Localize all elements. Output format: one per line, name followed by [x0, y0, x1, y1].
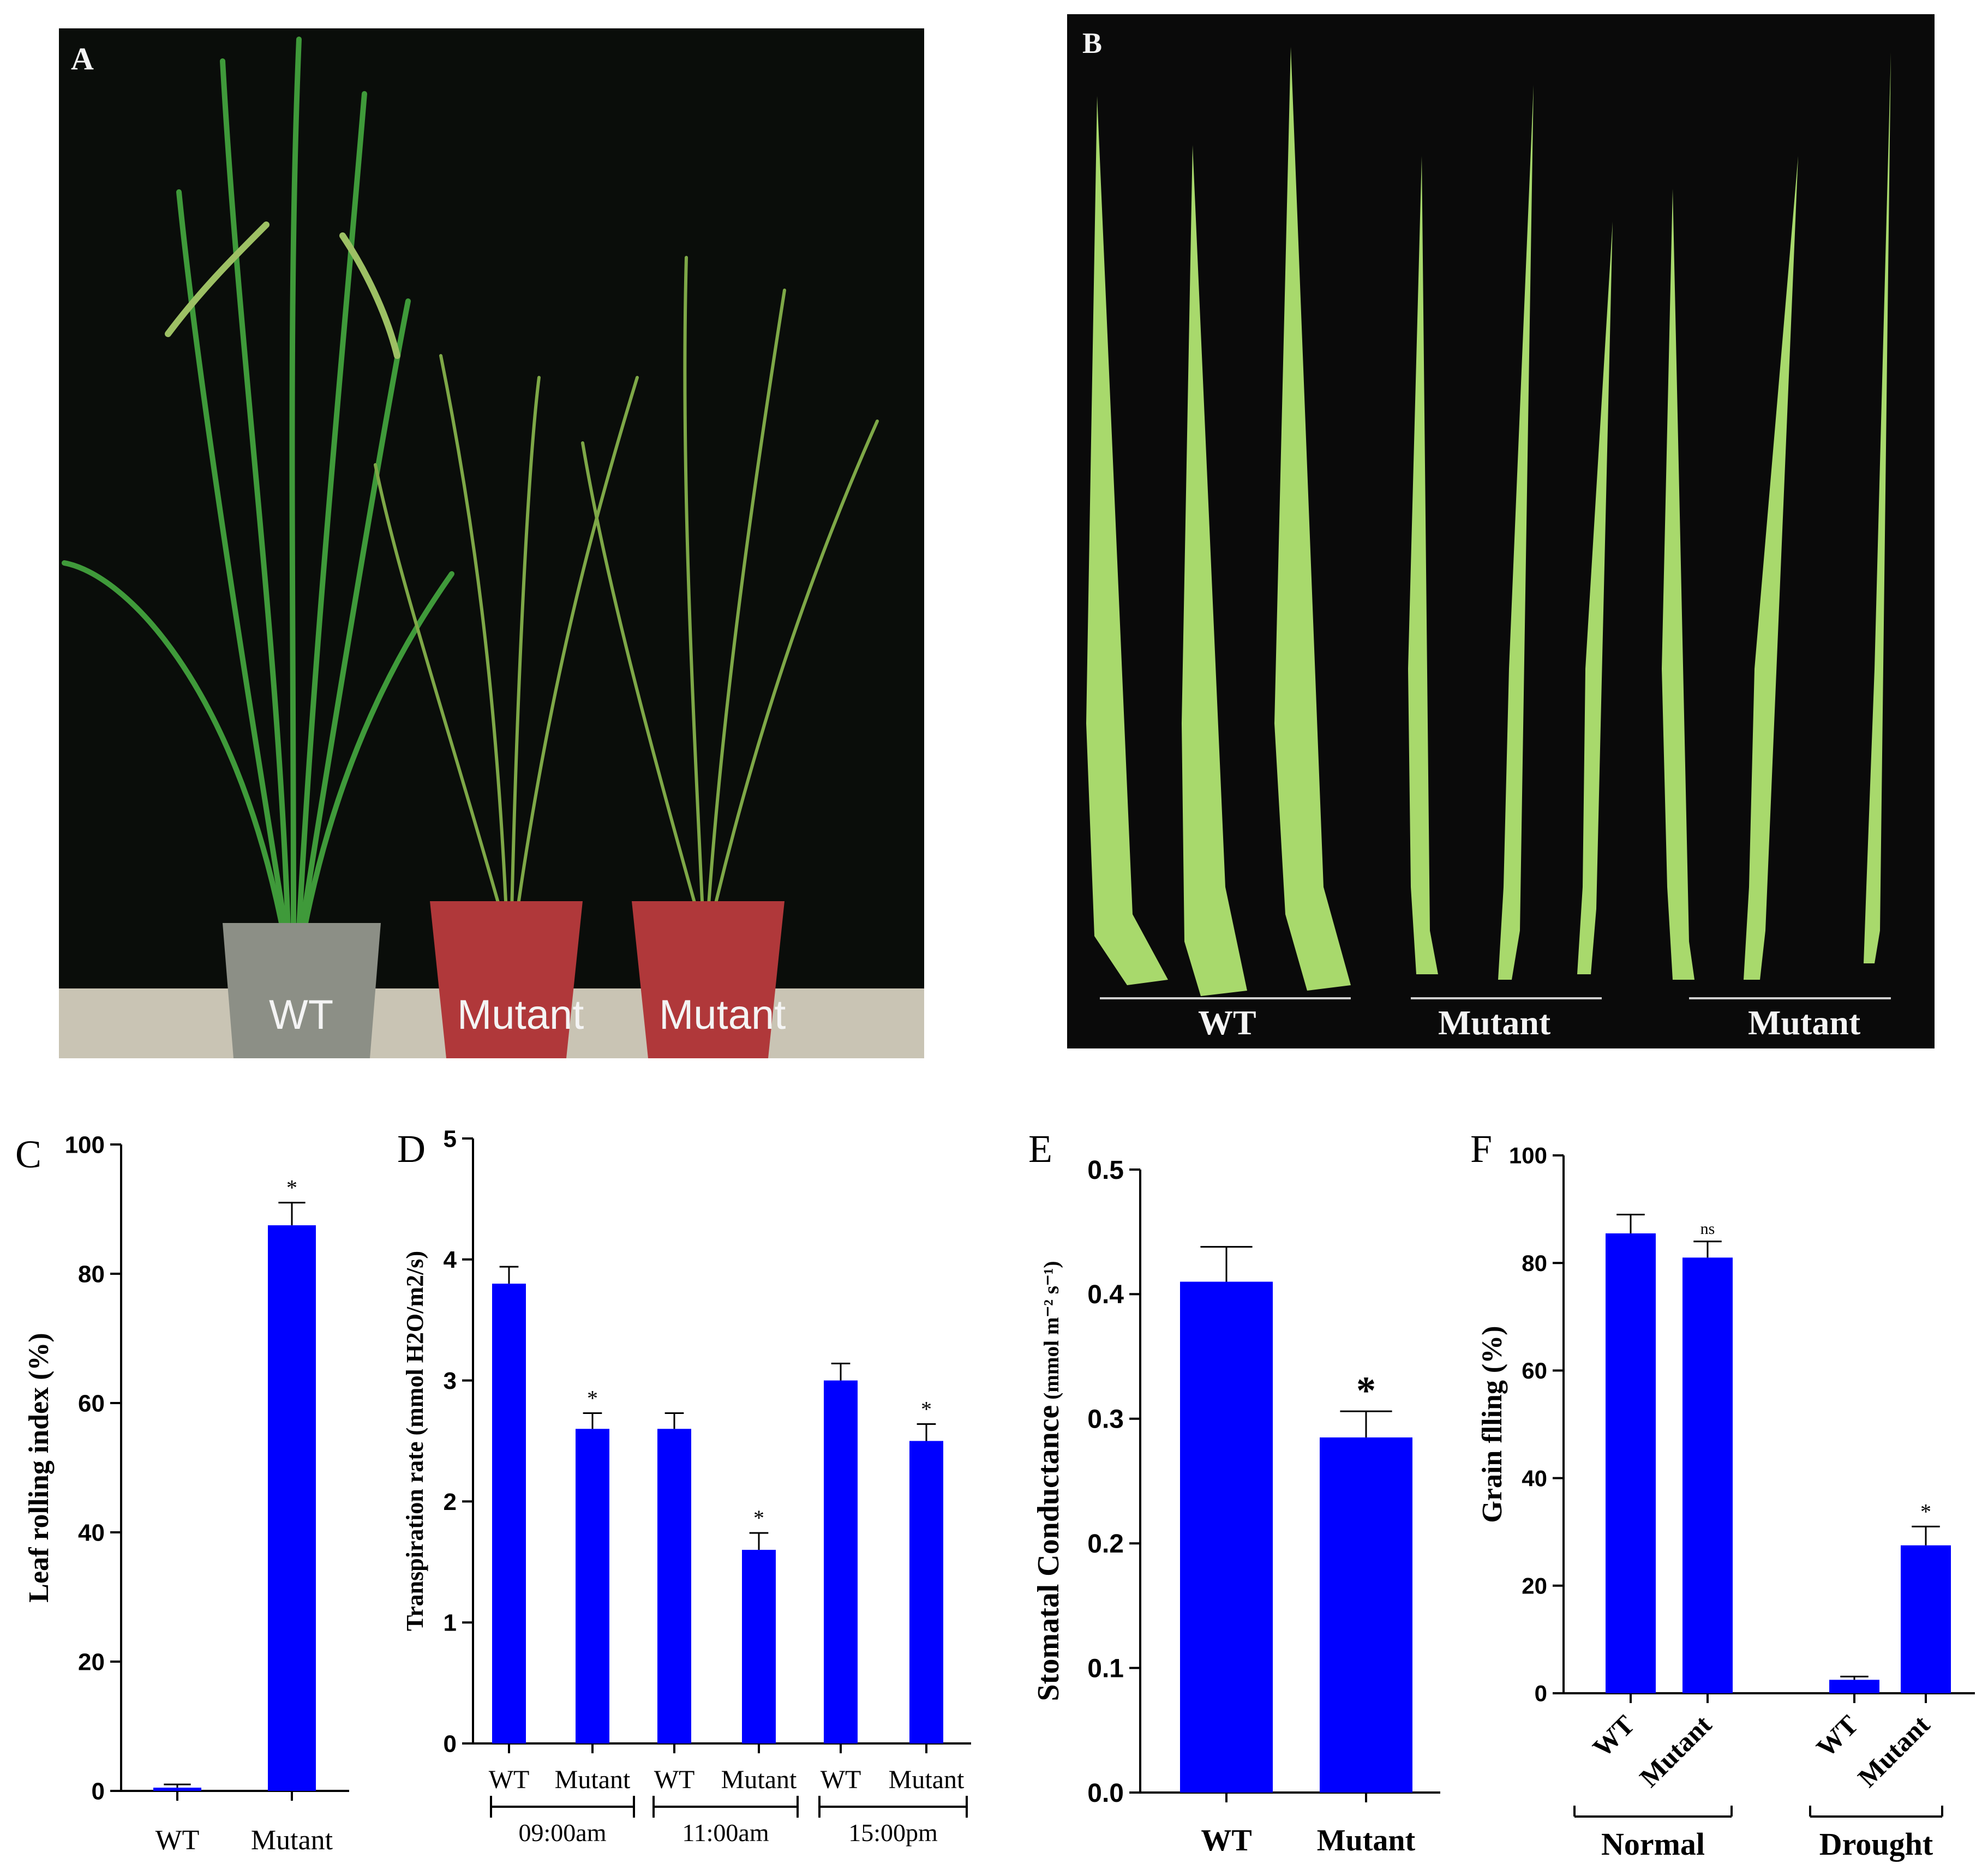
bar-d — [576, 1429, 609, 1743]
x-category-label-d: Mutant — [889, 1765, 965, 1794]
y-tick-label-e: 0.1 — [1087, 1654, 1124, 1683]
x-category-label-f: Mutant — [1633, 1709, 1717, 1793]
y-tick-label-c: 100 — [65, 1131, 105, 1158]
x-category-label-d: WT — [821, 1765, 861, 1794]
group-label-d: 11:00am — [682, 1819, 769, 1847]
bar-d — [492, 1284, 526, 1743]
bar-e — [1180, 1281, 1273, 1793]
panel-letter-b: B — [1082, 27, 1103, 59]
y-axis-label-d: Transpiration rate (mmol H2O/m2/s) — [402, 1251, 428, 1631]
x-category-label-d: Mutant — [721, 1765, 797, 1794]
significance-mark-d: * — [921, 1396, 932, 1421]
photo-b-label-wt: WT — [1198, 1003, 1256, 1042]
photo-a-label-wt: WT — [269, 992, 334, 1038]
y-tick-label-c: 60 — [78, 1390, 105, 1417]
bar-d — [657, 1429, 691, 1743]
bar-e — [1320, 1437, 1412, 1793]
y-tick-label-d: 0 — [444, 1730, 457, 1757]
y-tick-label-f: 20 — [1522, 1573, 1547, 1599]
group-label-d: 09:00am — [519, 1819, 607, 1847]
x-category-label-d: WT — [654, 1765, 695, 1794]
y-tick-label-d: 2 — [444, 1489, 457, 1515]
bar-f — [1829, 1680, 1879, 1693]
bar-d — [909, 1441, 943, 1743]
y-axis-label-e: Stomatal Conductance (mmol m⁻² s⁻¹) — [1032, 1261, 1065, 1701]
x-category-label-f: WT — [1586, 1709, 1640, 1763]
y-axis-label-c: Leaf rolling index (%) — [23, 1333, 55, 1602]
significance-mark-f: ns — [1700, 1220, 1715, 1238]
photo-panel-b: B WT Mutant Mutant — [1067, 14, 1935, 1048]
y-tick-label-d: 3 — [444, 1368, 457, 1394]
x-category-label-d: Mutant — [555, 1765, 631, 1794]
significance-mark-c: * — [286, 1176, 297, 1200]
y-tick-label-d: 1 — [444, 1610, 457, 1637]
significance-mark-d: * — [587, 1386, 598, 1410]
group-label-f: Normal — [1601, 1826, 1705, 1862]
y-tick-label-f: 60 — [1522, 1358, 1547, 1383]
y-tick-label-e: 0.2 — [1087, 1530, 1124, 1559]
bar-c — [153, 1788, 201, 1791]
photo-a-label-mutant-2: Mutant — [659, 992, 786, 1038]
panel-letter-a: A — [71, 41, 94, 76]
y-tick-label-e: 0.4 — [1087, 1280, 1124, 1309]
panel-letter-c: C — [15, 1132, 41, 1176]
bar-d — [742, 1550, 776, 1743]
panel-letter-e: E — [1028, 1127, 1052, 1171]
x-category-label-c: WT — [155, 1825, 200, 1856]
panel-letter-f: F — [1470, 1127, 1492, 1171]
plant-photo-illustration — [59, 28, 924, 1058]
y-tick-label-f: 100 — [1509, 1143, 1547, 1168]
bar-f — [1682, 1257, 1733, 1693]
significance-mark-e: * — [1356, 1369, 1376, 1412]
photo-a-label-mutant-1: Mutant — [457, 992, 584, 1038]
photo-b-label-mutant-1: Mutant — [1438, 1003, 1551, 1042]
group-label-f: Drought — [1819, 1826, 1933, 1862]
significance-mark-d: * — [753, 1506, 764, 1530]
bar-f — [1606, 1233, 1656, 1693]
x-category-label-d: WT — [489, 1765, 530, 1794]
panel-letter-d: D — [397, 1127, 426, 1171]
x-category-label-f: WT — [1810, 1709, 1864, 1763]
bar-c — [268, 1225, 316, 1791]
y-tick-label-f: 80 — [1522, 1250, 1547, 1276]
significance-mark-f: * — [1920, 1499, 1931, 1524]
y-tick-label-e: 0.0 — [1087, 1779, 1124, 1808]
y-tick-label-e: 0.3 — [1087, 1405, 1124, 1434]
y-tick-label-c: 20 — [78, 1649, 105, 1675]
y-tick-label-d: 4 — [444, 1246, 457, 1273]
y-tick-label-f: 40 — [1522, 1465, 1547, 1491]
x-category-label-f: Mutant — [1852, 1709, 1936, 1793]
bar-d — [824, 1380, 858, 1743]
y-axis-unit-e: (mmol m⁻² s⁻¹) — [1040, 1261, 1063, 1405]
group-label-d: 15:00pm — [848, 1819, 938, 1847]
photo-panel-a: A WT Mutant Mutant — [59, 28, 924, 1058]
x-category-label-e: WT — [1201, 1824, 1252, 1857]
y-tick-label-f: 0 — [1535, 1681, 1547, 1706]
y-tick-label-c: 40 — [78, 1519, 105, 1546]
y-tick-label-d: 5 — [444, 1125, 457, 1152]
x-category-label-e: Mutant — [1317, 1824, 1416, 1857]
leaf-photo-illustration — [1067, 14, 1935, 1048]
y-axis-label-f: Grain flling (%) — [1477, 1326, 1508, 1523]
x-category-label-c: Mutant — [251, 1825, 333, 1856]
photo-b-label-mutant-2: Mutant — [1748, 1003, 1861, 1042]
y-tick-label-e: 0.5 — [1087, 1156, 1124, 1185]
bar-f — [1901, 1545, 1951, 1693]
y-tick-label-c: 80 — [78, 1261, 105, 1287]
y-tick-label-c: 0 — [92, 1778, 105, 1805]
